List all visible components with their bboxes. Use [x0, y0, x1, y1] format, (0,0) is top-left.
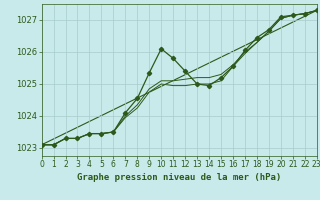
X-axis label: Graphe pression niveau de la mer (hPa): Graphe pression niveau de la mer (hPa) — [77, 173, 281, 182]
